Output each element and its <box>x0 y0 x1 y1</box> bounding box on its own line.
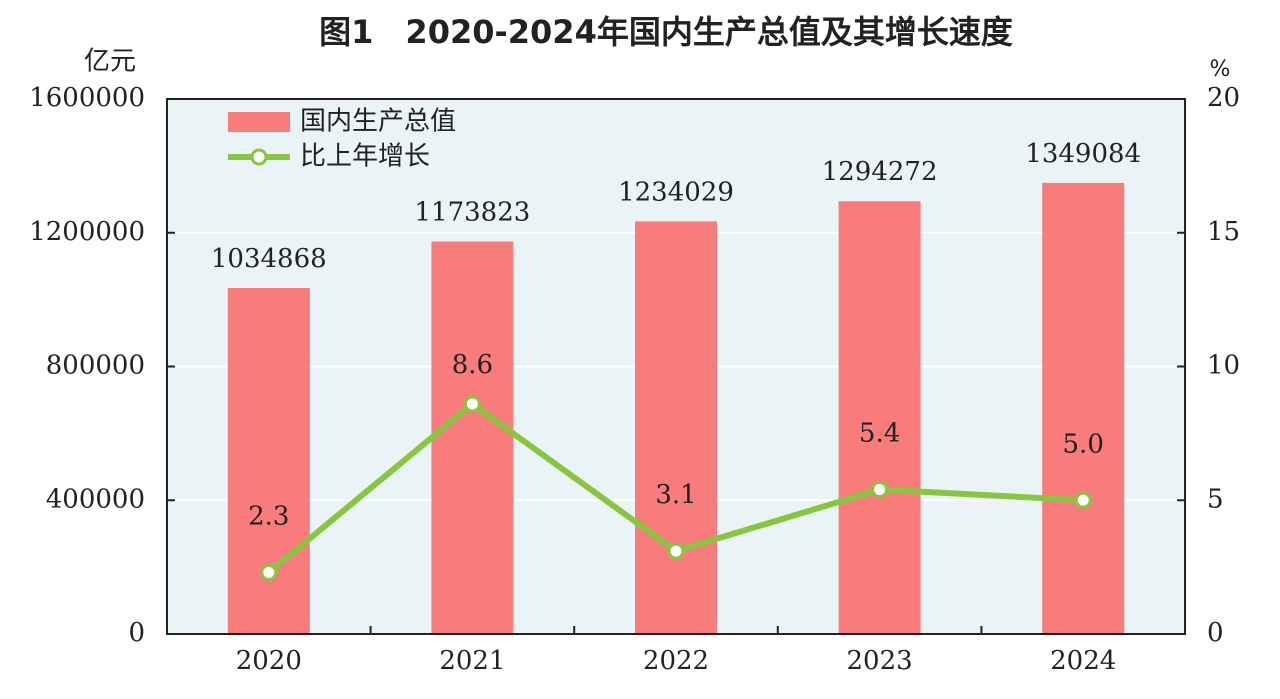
bar <box>431 241 514 634</box>
line-point <box>1074 491 1092 509</box>
bar <box>227 287 310 634</box>
x-tick-label: 2020 <box>236 646 302 676</box>
axis-frame <box>166 98 1186 635</box>
y2-tick-label: 15 <box>1207 217 1240 247</box>
y-tick-label: 800000 <box>46 351 145 381</box>
x-tick-label: 2022 <box>643 646 709 676</box>
chart-title: 图1 2020-2024年国内生产总值及其增长速度 <box>319 13 1013 51</box>
y2-tick-label: 10 <box>1207 351 1240 381</box>
x-tick-label: 2023 <box>847 646 913 676</box>
legend-label: 比上年增长 <box>300 142 430 172</box>
y-tick-label: 400000 <box>46 484 145 514</box>
legend-label: 国内生产总值 <box>300 107 456 137</box>
legend-marker <box>250 148 268 166</box>
line-point <box>871 481 889 499</box>
bar-value-label: 1234029 <box>618 177 734 207</box>
bar-value-label: 1034868 <box>211 244 327 274</box>
x-tick-label: 2024 <box>1050 646 1116 676</box>
y2-tick-label: 5 <box>1207 484 1224 514</box>
line-value-label: 2.3 <box>248 501 289 531</box>
y-axis-label: 亿元 <box>84 47 136 77</box>
line-value-label: 5.0 <box>1063 429 1104 459</box>
y2-tick-label: 20 <box>1207 83 1240 113</box>
line-value-label: 8.6 <box>452 350 493 380</box>
bar-value-label: 1173823 <box>415 198 531 228</box>
bar <box>635 221 717 634</box>
y-tick-label: 1600000 <box>29 83 145 113</box>
y-tick-label: 1200000 <box>29 217 145 247</box>
line-point <box>463 395 481 413</box>
bar <box>1042 182 1125 635</box>
bar-value-label: 1294272 <box>822 157 938 187</box>
x-tick-label: 2021 <box>439 646 505 676</box>
y2-axis-label: % <box>1210 57 1231 82</box>
bar <box>838 201 921 635</box>
line-point <box>667 542 685 560</box>
line-point <box>260 563 278 581</box>
bar-value-label: 1349084 <box>1025 139 1141 169</box>
line-value-label: 5.4 <box>859 419 900 449</box>
y-tick-label: 0 <box>128 618 145 648</box>
y2-tick-label: 0 <box>1207 618 1224 648</box>
legend-swatch <box>228 112 290 132</box>
line-value-label: 3.1 <box>655 480 696 510</box>
